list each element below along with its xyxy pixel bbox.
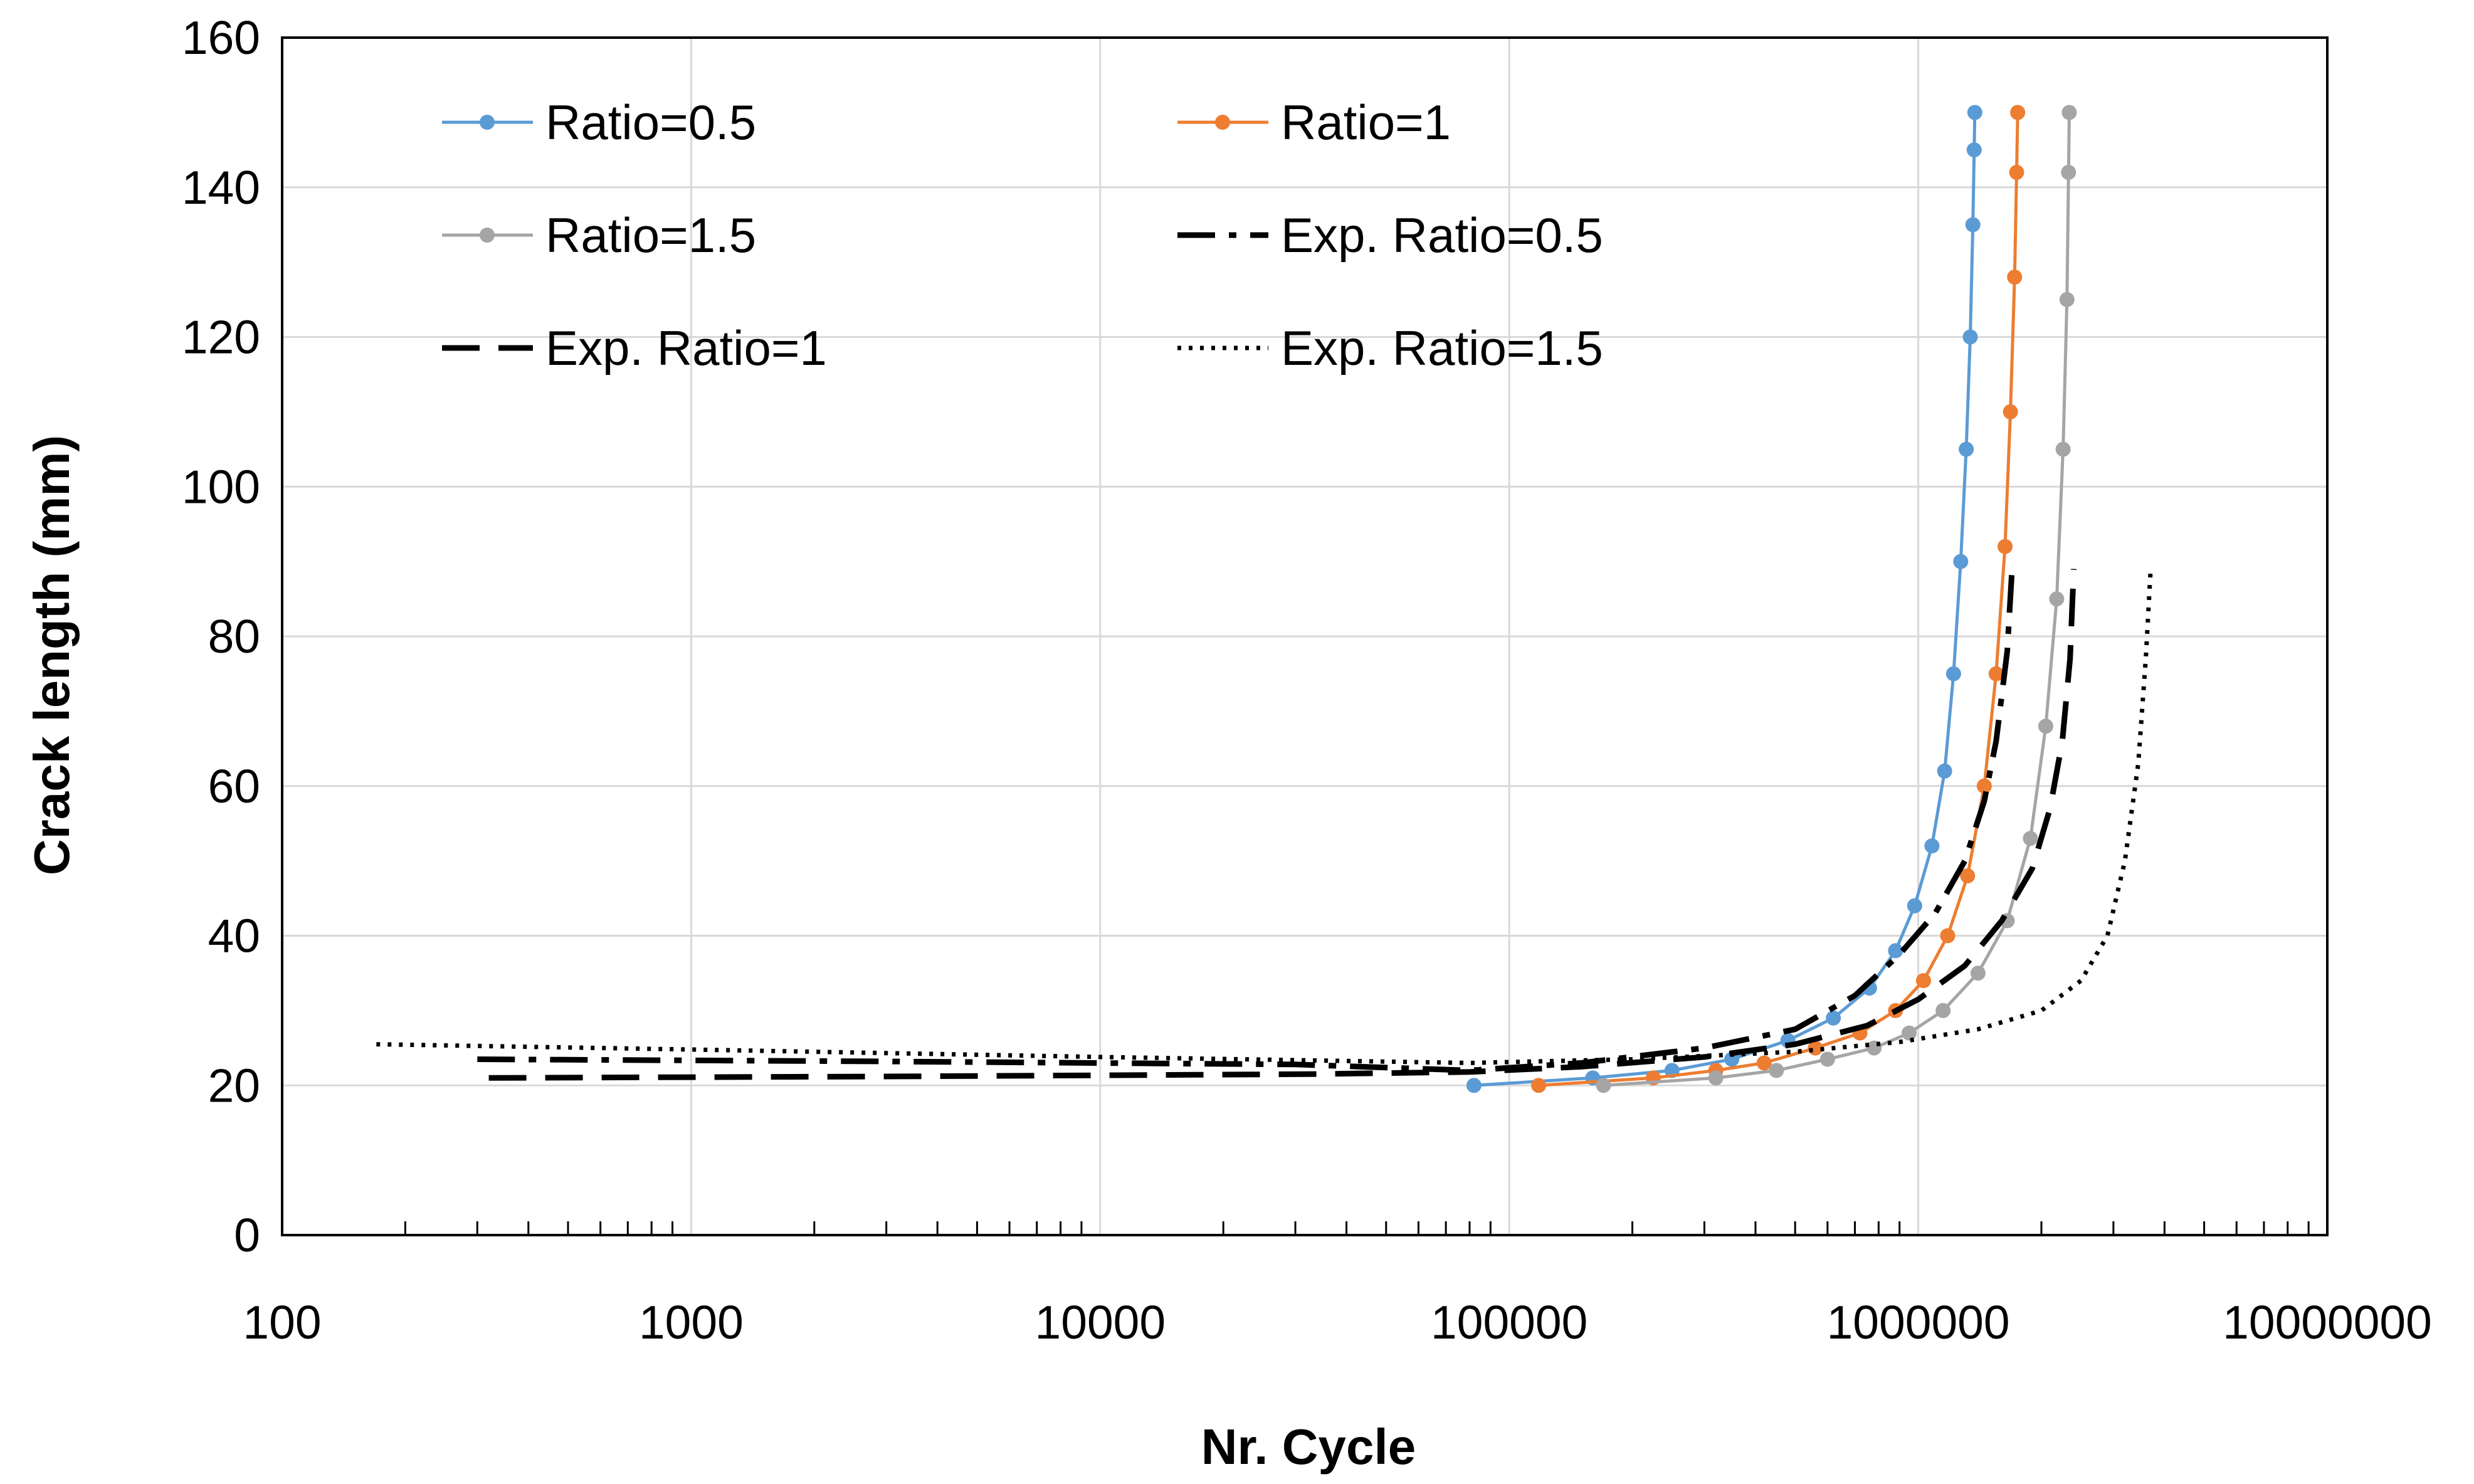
legend-marker-2	[1215, 115, 1230, 130]
x-tick-label: 100	[243, 1296, 321, 1349]
minor-ticks	[404, 1221, 2310, 1235]
y-tick-label: 120	[182, 311, 260, 364]
series-point-3	[1970, 966, 1986, 981]
series-point-1	[1965, 217, 1981, 233]
x-tick-label: 1000	[639, 1296, 744, 1349]
series-point-3	[1769, 1063, 1784, 1078]
series-point-3	[2038, 718, 2053, 734]
series-point-2	[1940, 928, 1956, 944]
series-point-1	[1959, 441, 1974, 457]
series-point-3	[2061, 164, 2077, 180]
series-point-1	[1466, 1078, 1482, 1093]
x-tick-label: 10000	[1035, 1296, 1166, 1349]
series-point-2	[1960, 868, 1976, 883]
y-tick-label: 40	[208, 910, 260, 962]
series-point-2	[2010, 105, 2026, 120]
x-tick-label: 100000	[1431, 1296, 1587, 1349]
series-point-3	[2055, 441, 2071, 457]
y-axis-title: Crack length (mm)	[24, 435, 80, 875]
series-point-1	[1937, 763, 1952, 779]
series-point-1	[1967, 105, 1982, 120]
legend-label-5: Exp. Ratio=1	[545, 320, 827, 376]
series-point-2	[1976, 778, 1992, 794]
series-line-6	[376, 569, 2153, 1065]
legend-marker-1	[480, 115, 495, 130]
series-point-1	[1826, 1010, 1841, 1026]
series-point-2	[1531, 1078, 1547, 1093]
series-point-3	[1708, 1070, 1724, 1086]
series-point-3	[1819, 1051, 1835, 1067]
legend-label-4: Exp. Ratio=0.5	[1281, 208, 1603, 263]
series-point-1	[1888, 943, 1903, 959]
y-tick-label: 20	[208, 1059, 260, 1112]
series-point-1	[1953, 554, 1969, 569]
legend-label-3: Ratio=1.5	[545, 208, 756, 263]
gridlines	[282, 38, 2327, 1235]
series-line-1	[1473, 112, 1977, 1087]
series-point-2	[2007, 270, 2023, 285]
series-point-2	[2009, 164, 2024, 180]
x-tick-label: 10000000	[2223, 1296, 2432, 1349]
plot-area-border	[281, 36, 2329, 1236]
series-point-3	[1902, 1025, 1917, 1041]
x-tick-labels: 100 1000 10000 100000 1000000 10000000	[243, 1296, 2431, 1349]
series-point-2	[1915, 973, 1931, 989]
series-line-3	[1603, 112, 2071, 1087]
series-point-3	[1596, 1078, 1611, 1093]
y-tick-label: 160	[182, 11, 260, 64]
y-tick-label: 100	[182, 460, 260, 513]
legend-label-6: Exp. Ratio=1.5	[1281, 320, 1603, 376]
x-axis-title: Nr. Cycle	[1201, 1419, 1416, 1475]
series-point-3	[2049, 591, 2065, 607]
series-point-3	[2059, 292, 2075, 307]
legend-marker-3	[480, 228, 495, 243]
x-tick-label: 1000000	[1827, 1296, 2010, 1349]
series-layer	[376, 105, 2153, 1093]
series-point-2	[1998, 539, 2013, 554]
y-tick-label: 140	[182, 161, 260, 214]
series-point-2	[1756, 1055, 1772, 1071]
series-point-3	[2061, 105, 2077, 120]
legend-label-1: Ratio=0.5	[545, 95, 756, 150]
series-line-4	[477, 561, 2016, 1073]
series-point-2	[1988, 666, 2004, 681]
series-point-1	[1907, 898, 1922, 913]
series-line-5	[488, 569, 2077, 1081]
series-point-1	[1962, 329, 1978, 345]
series-point-1	[1966, 142, 1982, 158]
y-tick-labels: 0 20 40 60 80 100 120 140 160	[182, 11, 260, 1261]
y-tick-label: 80	[208, 610, 260, 663]
series-point-2	[2003, 404, 2018, 419]
series-point-3	[2023, 831, 2038, 846]
legend: Ratio=0.5 Ratio=1 Ratio=1.5 Exp. Ratio=0.5 E…	[442, 95, 1603, 376]
series-point-1	[1945, 666, 1961, 681]
y-tick-label: 60	[208, 760, 260, 813]
legend-label-2: Ratio=1	[1281, 95, 1451, 150]
series-point-1	[1924, 838, 1940, 854]
series-point-3	[1935, 1002, 1951, 1018]
y-tick-label: 0	[234, 1209, 260, 1261]
